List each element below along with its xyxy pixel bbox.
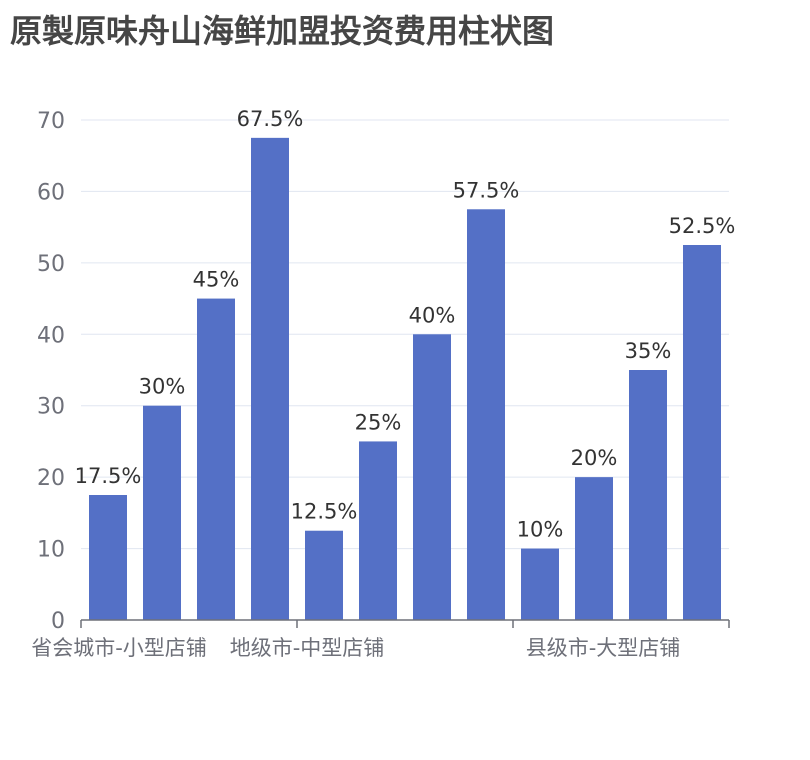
y-tick-label: 0	[51, 609, 65, 634]
data-label: 10%	[517, 518, 564, 542]
bar	[467, 209, 505, 621]
y-tick-label: 10	[37, 538, 65, 563]
y-tick-label: 30	[37, 395, 65, 420]
data-label: 45%	[193, 268, 240, 292]
chart-title: 原製原味舟山海鲜加盟投资费用柱状图	[10, 12, 555, 50]
data-label: 20%	[571, 446, 618, 470]
data-label: 30%	[139, 375, 186, 399]
y-tick-label: 60	[37, 180, 65, 205]
data-label: 40%	[409, 303, 456, 327]
x-category-label: 地级市-中型店铺	[230, 636, 385, 660]
data-label: 67.5%	[237, 107, 304, 131]
bar	[521, 548, 559, 620]
bar	[197, 298, 235, 620]
x-category-label: 省会城市-小型店铺	[31, 636, 207, 660]
bar	[683, 245, 721, 620]
data-label: 17.5%	[75, 464, 142, 488]
data-label: 57.5%	[453, 178, 520, 202]
bar	[89, 495, 127, 620]
bar	[305, 530, 343, 620]
bar	[629, 370, 667, 620]
bar	[359, 441, 397, 620]
bar	[251, 137, 289, 620]
y-tick-label: 40	[37, 323, 65, 348]
data-label: 25%	[355, 410, 402, 434]
y-tick-label: 20	[37, 466, 65, 491]
y-tick-label: 70	[37, 109, 65, 134]
bar	[413, 334, 451, 620]
bar	[575, 477, 613, 620]
data-label: 52.5%	[669, 214, 736, 238]
x-category-label: 县级市-大型店铺	[526, 636, 681, 660]
data-label: 35%	[625, 339, 672, 363]
bar	[143, 405, 181, 620]
data-label: 12.5%	[291, 500, 358, 524]
y-tick-label: 50	[37, 252, 65, 277]
